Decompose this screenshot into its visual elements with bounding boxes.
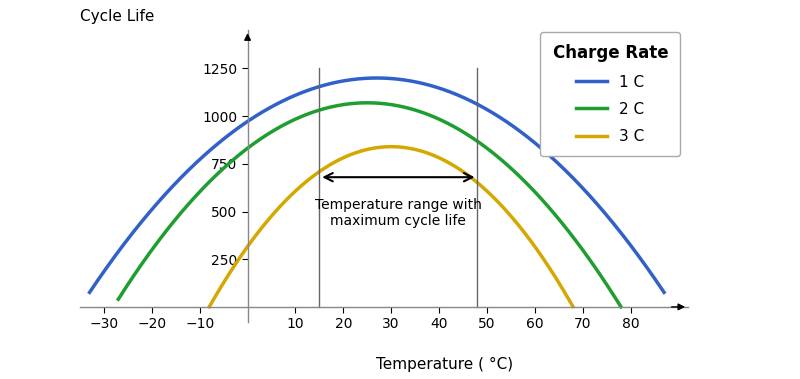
X-axis label: Temperature ( °C): Temperature ( °C) xyxy=(376,357,514,372)
3 C xyxy=(205,304,214,309)
1 C xyxy=(114,249,124,253)
3 C xyxy=(464,174,474,179)
1 C xyxy=(538,147,547,151)
3 C xyxy=(334,157,344,162)
1 C xyxy=(659,290,669,294)
2 C xyxy=(602,282,611,287)
Legend: 1 C, 2 C, 3 C: 1 C, 2 C, 3 C xyxy=(540,32,680,156)
1 C xyxy=(364,76,374,80)
Text: Cycle Life: Cycle Life xyxy=(80,9,154,25)
1 C xyxy=(642,266,652,271)
2 C xyxy=(362,100,372,105)
2 C xyxy=(114,297,123,302)
3 C xyxy=(386,144,396,149)
1 C xyxy=(85,290,94,294)
2 C xyxy=(345,102,354,106)
3 C xyxy=(341,155,350,159)
2 C xyxy=(139,258,149,263)
2 C xyxy=(602,282,611,287)
2 C xyxy=(358,100,367,105)
Line: 1 C: 1 C xyxy=(90,78,664,292)
3 C xyxy=(469,177,478,182)
2 C xyxy=(616,305,626,309)
2 C xyxy=(510,169,519,174)
Line: 3 C: 3 C xyxy=(210,147,573,307)
Text: Temperature range with
maximum cycle life: Temperature range with maximum cycle lif… xyxy=(315,198,482,229)
1 C xyxy=(372,76,382,80)
3 C xyxy=(267,213,277,217)
1 C xyxy=(643,266,653,271)
Line: 2 C: 2 C xyxy=(118,103,621,307)
3 C xyxy=(568,304,578,309)
1 C xyxy=(349,77,358,81)
3 C xyxy=(373,145,382,150)
